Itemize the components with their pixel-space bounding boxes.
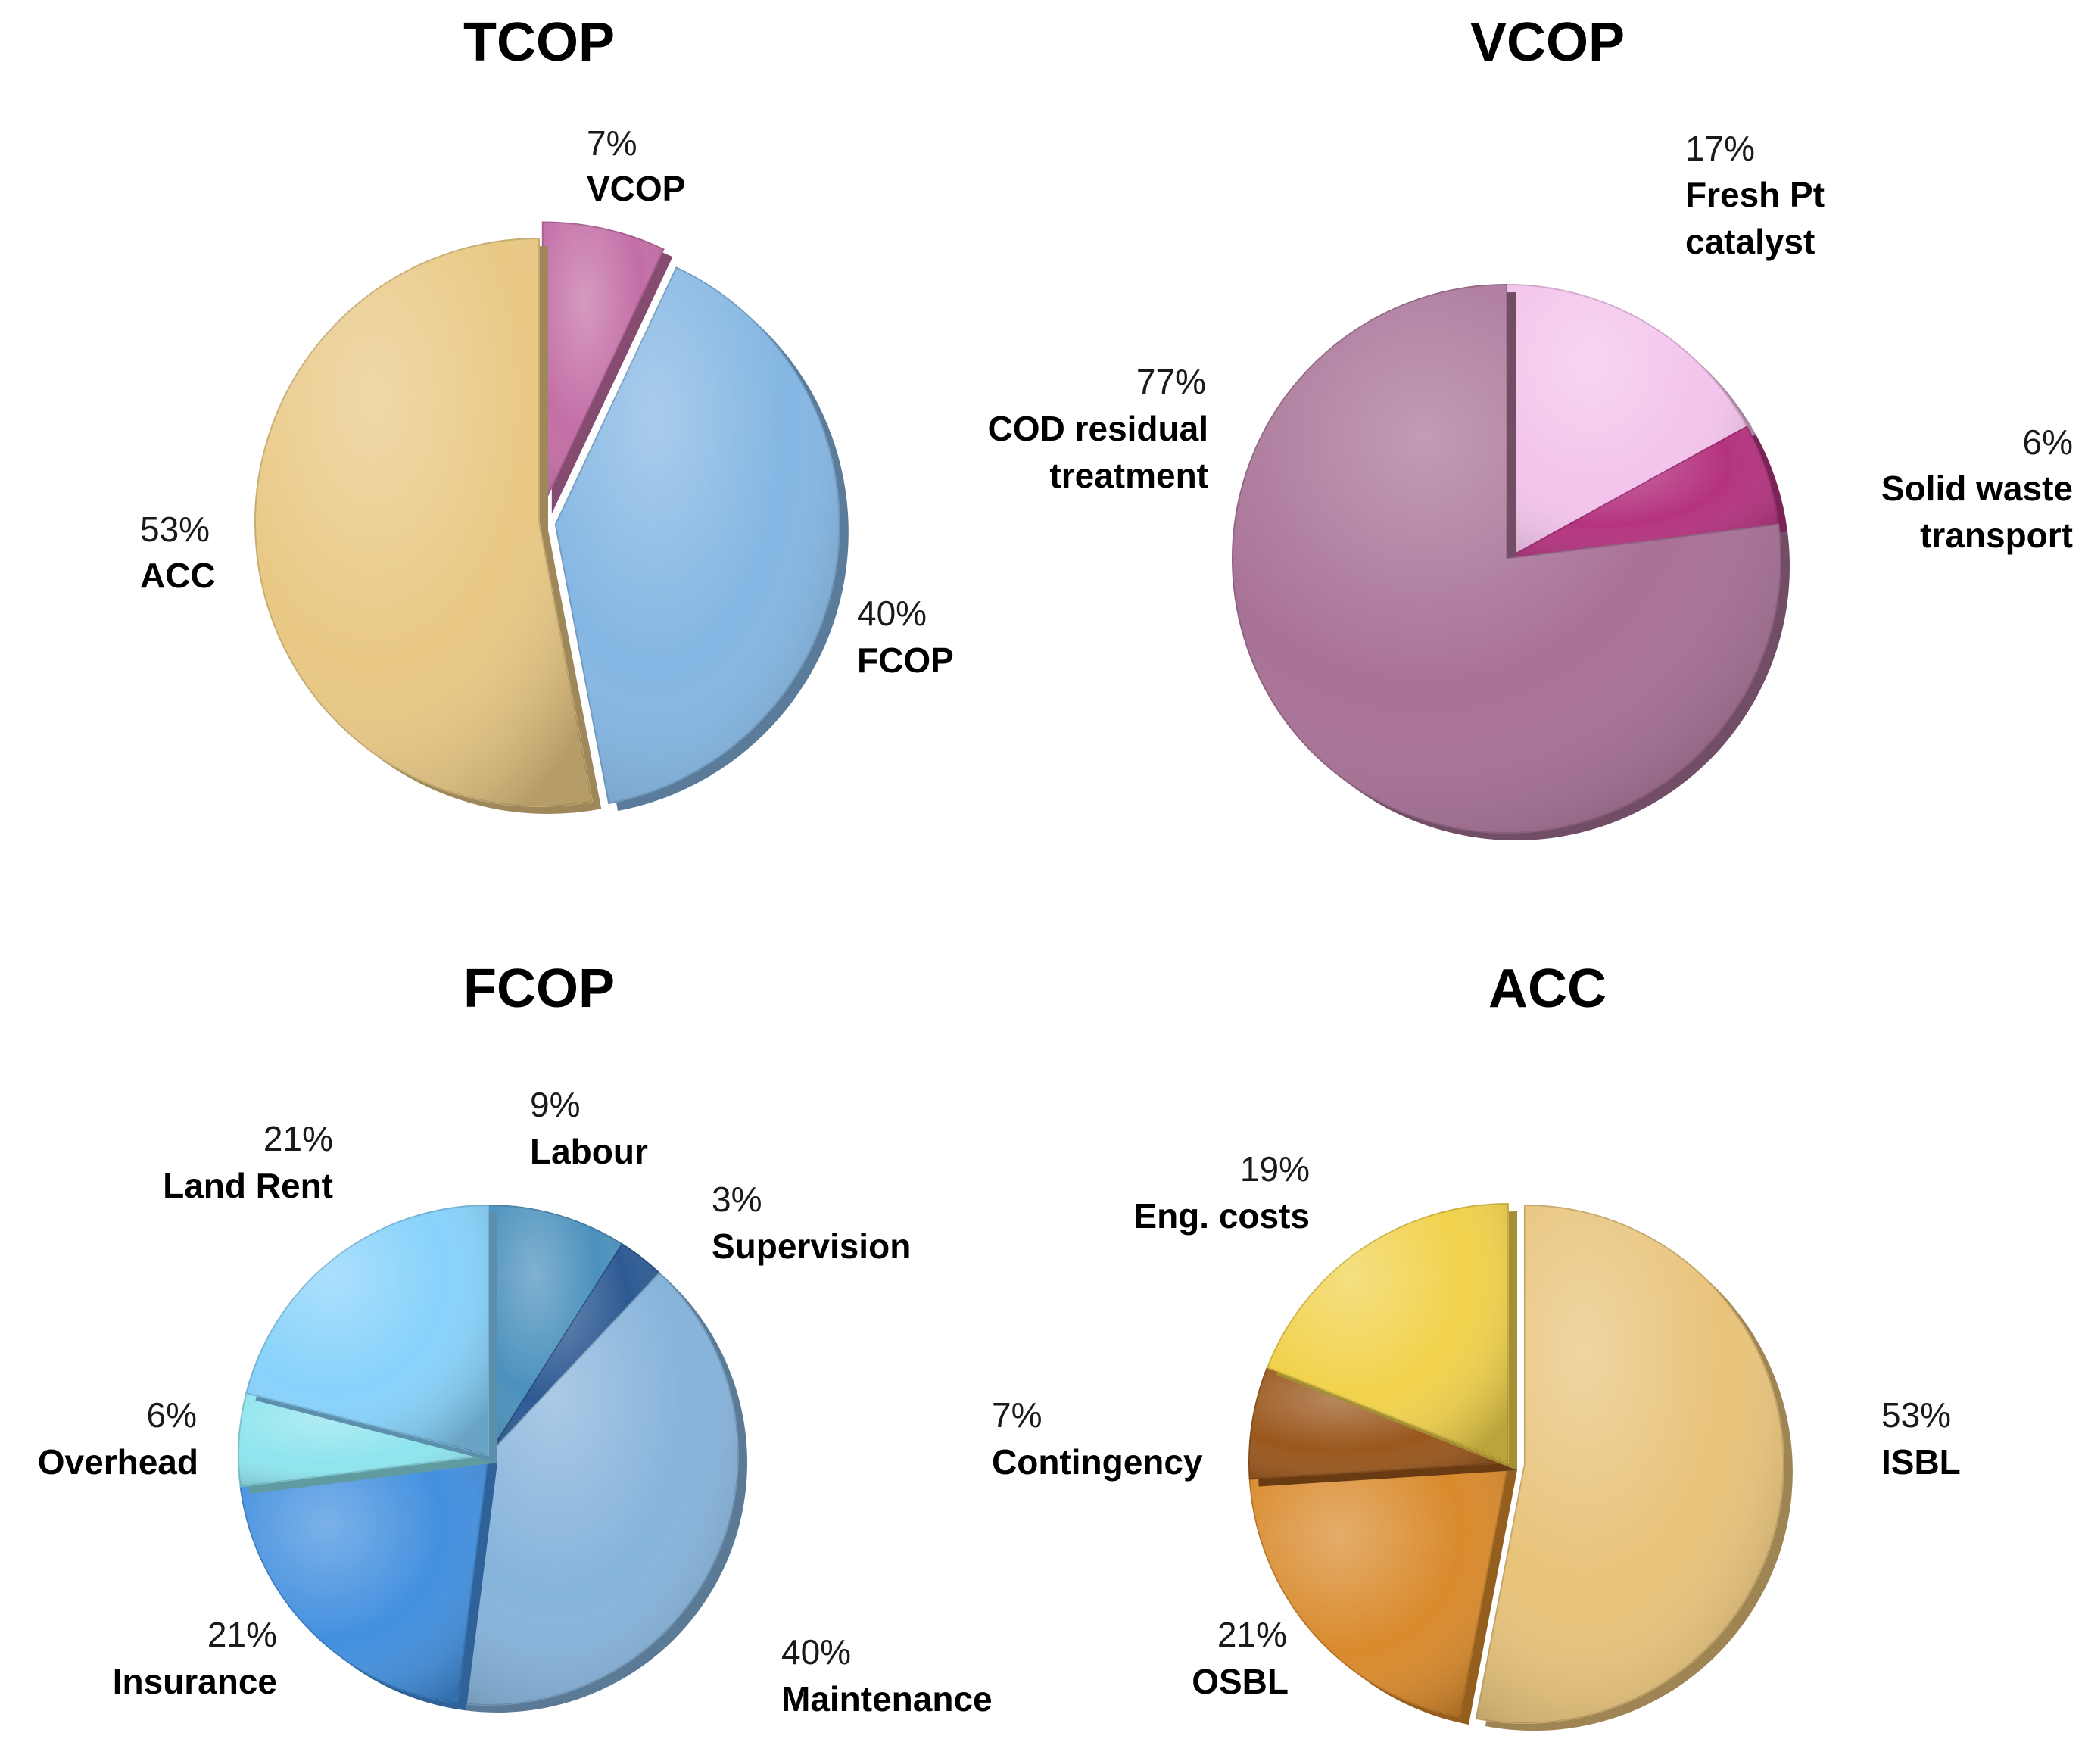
slice-percent-cod-residual-treatment: 77% xyxy=(1136,362,1206,401)
pie-chart-tcop: TCOP 7% VCOP 40% FCOP 53% ACC xyxy=(140,12,954,814)
slice-label-eng-costs: 19% Eng. costs xyxy=(1133,1149,1310,1236)
slice-percent-vcop: 7% xyxy=(587,123,637,163)
pie-slice-osbl xyxy=(1248,1461,1517,1725)
slice-name-acc: ACC xyxy=(140,556,216,595)
pie-slice-maintenance xyxy=(456,1272,748,1713)
chart-title-acc: ACC xyxy=(1488,958,1607,1019)
chart-title-fcop: FCOP xyxy=(463,958,615,1019)
pie-slice-gloss-labour xyxy=(488,1205,622,1455)
pie-slice-gloss-vcop xyxy=(542,222,664,506)
slice-name-fcop: FCOP xyxy=(857,640,954,680)
slice-label-supervision: 3% Supervision xyxy=(712,1180,911,1266)
slice-name-contingency: Contingency xyxy=(992,1442,1203,1482)
pie-slice-isbl xyxy=(1475,1205,1793,1731)
pie-slice-fcop xyxy=(554,266,849,812)
slice-percent-osbl: 21% xyxy=(1217,1615,1287,1654)
pie-slice-land-rent xyxy=(245,1204,497,1463)
slice-name-labour: Labour xyxy=(530,1132,648,1171)
slice-name-solid-waste-transport: Solid waste xyxy=(1881,469,2073,508)
slice-label-fcop: 40% FCOP xyxy=(857,594,954,680)
slice-label-maintenance: 40% Maintenance xyxy=(781,1632,993,1719)
pie-chart-acc: ACC 53% ISBL 21% OSBL 7% Contingency 19%… xyxy=(992,958,1961,1731)
slice-percent-insurance: 21% xyxy=(207,1615,277,1654)
slice-percent-contingency: 7% xyxy=(992,1395,1042,1435)
pie-slice-acc xyxy=(254,237,602,814)
pie-slice-insurance xyxy=(239,1454,497,1711)
slice-percent-labour: 9% xyxy=(530,1085,580,1124)
pie-slice-gloss-supervision xyxy=(488,1244,659,1455)
chart-title-vcop: VCOP xyxy=(1470,12,1625,73)
pie-slice-eng-costs xyxy=(1266,1202,1517,1470)
slice-label-overhead: 6% Overhead xyxy=(38,1395,198,1482)
slice-name-eng-costs: Eng. costs xyxy=(1133,1196,1310,1236)
slice-label-vcop: 7% VCOP xyxy=(587,123,685,208)
slice-name-fresh-pt-catalyst-line2: catalyst xyxy=(1685,222,1815,261)
pie-slice-vcop xyxy=(541,221,673,514)
pie-slice-gloss-contingency xyxy=(1248,1367,1508,1479)
slice-label-acc: 53% ACC xyxy=(140,510,216,595)
pie-slice-gloss-fresh-pt-catalyst xyxy=(1507,285,1747,559)
pie-chart-vcop: VCOP 17% Fresh Pt catalyst 6% Solid wast… xyxy=(988,12,2073,841)
slice-percent-fcop: 40% xyxy=(857,594,927,633)
slice-name-overhead: Overhead xyxy=(38,1442,198,1482)
pie-slice-gloss-isbl xyxy=(1476,1205,1784,1724)
slice-name-osbl: OSBL xyxy=(1192,1662,1289,1701)
pie-chart-fcop: FCOP 9% Labour 3% Supervision 40% Mainte… xyxy=(38,958,993,1719)
slice-name-land-rent: Land Rent xyxy=(163,1166,333,1205)
slice-label-osbl: 21% OSBL xyxy=(1192,1615,1289,1701)
slice-percent-maintenance: 40% xyxy=(781,1632,851,1672)
pie-slice-gloss-insurance xyxy=(240,1455,488,1703)
pie-slice-overhead xyxy=(237,1392,497,1494)
slice-percent-land-rent: 21% xyxy=(263,1119,333,1158)
slice-name-insurance: Insurance xyxy=(113,1662,277,1701)
pie-slice-gloss-acc xyxy=(255,238,593,806)
slice-name-maintenance: Maintenance xyxy=(781,1679,993,1719)
slice-label-fresh-pt-catalyst: 17% Fresh Pt catalyst xyxy=(1685,129,1825,261)
slice-label-labour: 9% Labour xyxy=(530,1085,648,1171)
slice-label-insurance: 21% Insurance xyxy=(113,1615,277,1701)
slice-name-supervision: Supervision xyxy=(712,1226,911,1266)
slice-name-cod-residual-treatment-line2: treatment xyxy=(1049,456,1208,495)
slice-name-cod-residual-treatment: COD residual xyxy=(988,409,1208,448)
slice-percent-eng-costs: 19% xyxy=(1240,1149,1310,1189)
pie-slice-gloss-overhead xyxy=(238,1392,488,1487)
slice-percent-supervision: 3% xyxy=(712,1180,762,1219)
pie-slice-fresh-pt-catalyst xyxy=(1506,283,1756,566)
pie-slice-gloss-cod-residual-treatment xyxy=(1233,285,1781,834)
slice-percent-acc: 53% xyxy=(140,510,210,549)
chart-title-tcop: TCOP xyxy=(463,12,615,73)
slice-name-vcop: VCOP xyxy=(587,169,685,208)
slice-percent-fresh-pt-catalyst: 17% xyxy=(1685,129,1755,168)
slice-name-fresh-pt-catalyst: Fresh Pt xyxy=(1685,175,1825,214)
slice-label-land-rent: 21% Land Rent xyxy=(163,1119,333,1205)
pie-slice-gloss-land-rent xyxy=(246,1205,488,1455)
pie-slice-contingency xyxy=(1248,1366,1517,1487)
pie-slice-cod-residual-treatment xyxy=(1232,283,1790,841)
pie-slice-gloss-osbl xyxy=(1249,1463,1508,1717)
slice-name-solid-waste-transport-line2: transport xyxy=(1920,516,2073,555)
slice-name-isbl: ISBL xyxy=(1881,1442,1961,1482)
slice-percent-solid-waste-transport: 6% xyxy=(2023,422,2073,462)
pie-slice-gloss-maintenance xyxy=(457,1273,739,1706)
slice-label-contingency: 7% Contingency xyxy=(992,1395,1203,1482)
pie-slice-gloss-fcop xyxy=(555,267,840,804)
pie-slice-gloss-solid-waste-transport xyxy=(1507,426,1779,559)
pie-slices-tcop xyxy=(254,221,849,814)
slice-label-isbl: 53% ISBL xyxy=(1881,1395,1961,1482)
slice-label-solid-waste-transport: 6% Solid waste transport xyxy=(1881,422,2073,555)
pie-slice-gloss-eng-costs xyxy=(1267,1204,1508,1463)
pie-slices-acc xyxy=(1248,1202,1793,1731)
slice-percent-isbl: 53% xyxy=(1881,1395,1951,1435)
pie-slices-fcop xyxy=(237,1204,748,1713)
slice-label-cod-residual-treatment: 77% COD residual treatment xyxy=(988,362,1208,495)
pie-slices-vcop xyxy=(1232,283,1790,841)
slice-percent-overhead: 6% xyxy=(147,1395,197,1435)
